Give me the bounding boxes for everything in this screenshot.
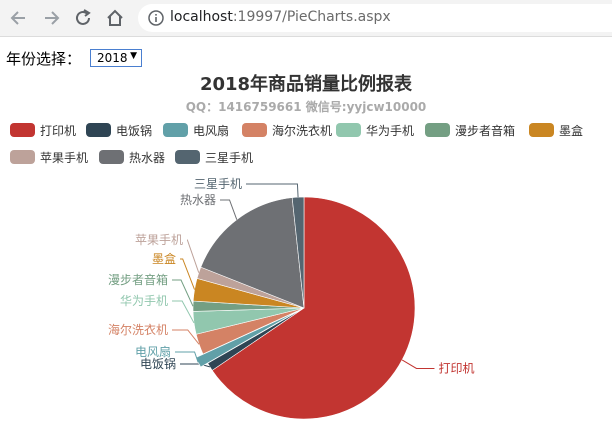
slice-label: 三星手机 <box>194 177 242 191</box>
reload-icon[interactable] <box>72 7 94 29</box>
pie-slice[interactable] <box>195 311 298 368</box>
legend-swatch <box>529 123 554 137</box>
legend-swatch <box>425 123 450 137</box>
leader-line <box>186 239 200 273</box>
year-select-value: 2018 <box>97 51 128 65</box>
legend-label: 漫步者音箱 <box>455 124 516 138</box>
year-select[interactable]: 2018 ▼ <box>90 49 142 67</box>
legend-swatch <box>336 123 361 137</box>
leader-line <box>175 351 199 363</box>
slice-label: 电饭锅 <box>140 356 176 371</box>
legend-swatch <box>99 150 124 164</box>
legend-swatch <box>86 123 111 137</box>
legend-swatch <box>242 123 267 137</box>
leader-line <box>246 183 299 198</box>
slice-label: 电风扇 <box>135 344 171 359</box>
slice-label: 漫步者音箱 <box>108 272 168 287</box>
legend-swatch <box>175 150 200 164</box>
legend-label: 电饭锅 <box>116 124 153 138</box>
back-arrow-icon[interactable] <box>8 7 30 29</box>
url-host: localhost <box>170 9 233 25</box>
leader-line <box>172 300 195 324</box>
leader-line <box>172 329 200 345</box>
legend-swatch <box>10 123 35 137</box>
legend-label: 打印机 <box>40 124 77 138</box>
leader-line <box>172 279 194 307</box>
browser-toolbar: localhost:19997/PieCharts.aspx <box>0 0 612 37</box>
slice-label: 苹果手机 <box>135 233 183 247</box>
pie-slice[interactable] <box>291 196 305 309</box>
legend-swatch <box>163 123 188 137</box>
leader-line <box>180 258 196 290</box>
legend-label: 电风扇 <box>193 124 230 138</box>
slice-label: 热水器 <box>180 193 216 207</box>
legend-label: 海尔洗衣机 <box>272 124 333 138</box>
pie-slice[interactable] <box>211 196 416 420</box>
year-label: 年份选择： <box>6 50 82 68</box>
slice-label: 墨盒 <box>152 251 176 266</box>
leader-line <box>220 199 238 220</box>
chart-subtitle: QQ：1416759661 微信号:yyjcw10000 <box>185 100 427 114</box>
leader-line <box>401 359 435 369</box>
chart-title: 2018年商品销量比例报表 <box>199 74 413 95</box>
legend-swatch <box>10 150 35 164</box>
slice-label: 海尔洗衣机 <box>108 322 168 337</box>
slice-label: 华为手机 <box>120 294 168 308</box>
slice-label: 打印机 <box>438 361 474 375</box>
forward-arrow-icon[interactable] <box>40 7 62 29</box>
legend-label: 苹果手机 <box>40 151 89 165</box>
address-bar[interactable]: localhost:19997/PieCharts.aspx <box>138 4 612 32</box>
legend-label: 华为手机 <box>366 124 415 138</box>
info-icon[interactable] <box>148 10 164 26</box>
legend-label: 墨盒 <box>559 124 584 138</box>
home-icon[interactable] <box>104 7 126 29</box>
url-text: localhost:19997/PieCharts.aspx <box>170 9 391 25</box>
legend-label: 热水器 <box>129 151 166 165</box>
dropdown-arrow-icon: ▼ <box>130 51 137 61</box>
pie-slice[interactable] <box>200 197 305 309</box>
legend-label: 三星手机 <box>205 151 254 165</box>
url-path: :19997/PieCharts.aspx <box>232 9 391 25</box>
